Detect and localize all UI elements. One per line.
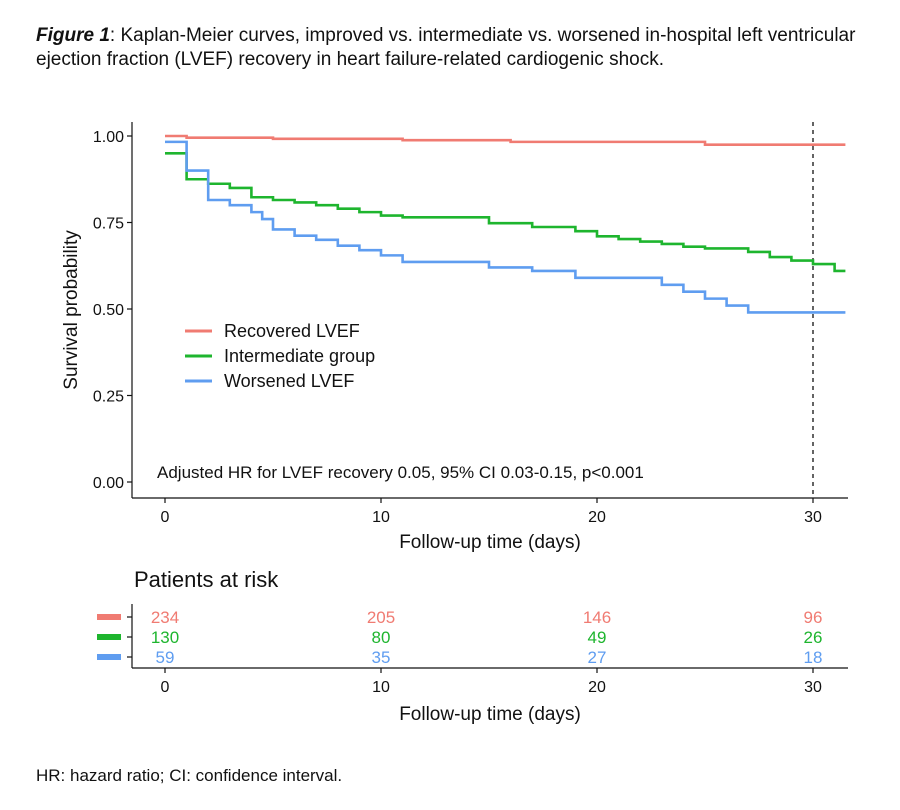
risk-count: 130 [151, 628, 179, 647]
risk-count: 80 [372, 628, 391, 647]
x-tick-label: 30 [804, 509, 822, 526]
risk-count: 146 [583, 608, 611, 627]
hazard-ratio-annotation: Adjusted HR for LVEF recovery 0.05, 95% … [157, 463, 644, 482]
risk-count: 26 [804, 628, 823, 647]
x-axis-title: Follow-up time (days) [399, 532, 581, 553]
risk-count: 27 [588, 648, 607, 667]
risk-count: 205 [367, 608, 395, 627]
x-tick-label: 10 [372, 509, 390, 526]
risk-count: 234 [151, 608, 179, 627]
survival-curve-intermediate-group [165, 152, 846, 273]
legend-label: Intermediate group [224, 346, 375, 366]
risk-count: 49 [588, 628, 607, 647]
figure-caption-text: : Kaplan-Meier curves, improved vs. inte… [36, 25, 856, 70]
risk-table-title: Patients at risk [134, 567, 279, 592]
survival-curve-recovered-lvef [165, 134, 846, 146]
risk-count: 35 [372, 648, 391, 667]
risk-x-axis-title: Follow-up time (days) [399, 704, 581, 725]
risk-count: 18 [804, 648, 823, 667]
footnote: HR: hazard ratio; CI: confidence interva… [36, 766, 343, 785]
figure-caption: Figure 1: Kaplan-Meier curves, improved … [36, 24, 866, 72]
risk-table: Patients at risk 234 205 146 96 130 80 49 26 59 35… [97, 567, 848, 725]
kaplan-meier-chart: 0.00 0.25 0.50 0.75 1.00 0 10 20 30 Follow-up tim… [61, 122, 848, 725]
legend-label: Worsened LVEF [224, 371, 354, 391]
x-tick-label: 0 [161, 509, 170, 526]
legend-label: Recovered LVEF [224, 321, 360, 341]
y-tick-label: 0.00 [93, 475, 124, 492]
risk-x-tick-label: 30 [804, 679, 822, 696]
y-tick-label: 0.75 [93, 216, 124, 233]
risk-count: 96 [804, 608, 823, 627]
y-tick-label: 0.50 [93, 302, 124, 319]
risk-x-tick-label: 10 [372, 679, 390, 696]
survival-curve-worsened-lvef [165, 140, 846, 314]
y-axis-title: Survival probability [61, 230, 82, 390]
y-tick-label: 0.25 [93, 389, 124, 406]
risk-x-tick-label: 20 [588, 679, 606, 696]
y-tick-label: 1.00 [93, 129, 124, 146]
survival-plot: 0.00 0.25 0.50 0.75 1.00 0 10 20 30 Follow-up tim… [61, 122, 848, 553]
x-tick-label: 20 [588, 509, 606, 526]
figure-label: Figure 1 [36, 25, 110, 46]
risk-x-tick-label: 0 [161, 679, 170, 696]
risk-count: 59 [156, 648, 175, 667]
